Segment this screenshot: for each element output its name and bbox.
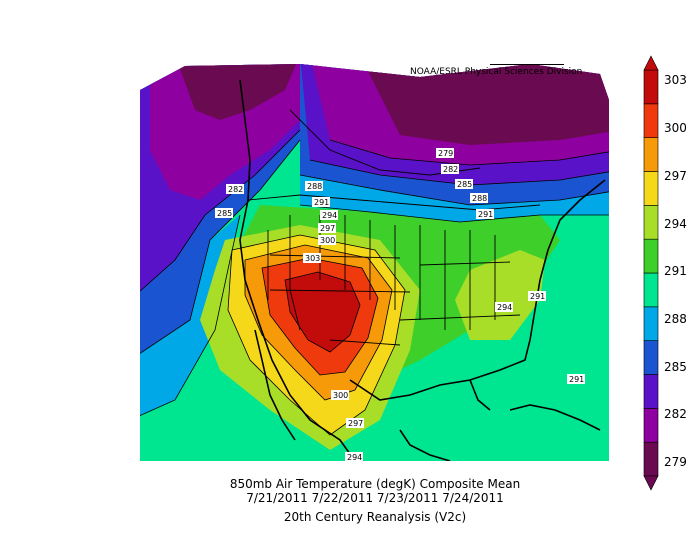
- contour-label: 291: [476, 209, 494, 219]
- contour-label: 285: [215, 208, 233, 218]
- colorbar-segment: [643, 408, 659, 443]
- svg-text:300: 300: [333, 391, 348, 400]
- svg-text:291: 291: [478, 210, 493, 219]
- svg-text:285: 285: [217, 209, 232, 218]
- colorbar-tick-label: 297: [664, 169, 687, 183]
- colorbar: [643, 55, 659, 491]
- north-288-band: [300, 175, 609, 222]
- svg-text:291: 291: [569, 375, 584, 384]
- colorbar-segment: [643, 205, 659, 240]
- contour-label: 300: [331, 390, 349, 400]
- colorbar-tick-label: 291: [664, 264, 687, 278]
- contour-label: 282: [441, 164, 459, 174]
- colorbar-tick-label: 285: [664, 360, 687, 374]
- colorbar-segment: [643, 272, 659, 308]
- colorbar-segment: [643, 171, 659, 206]
- svg-text:297: 297: [348, 419, 363, 428]
- svg-text:297: 297: [320, 224, 335, 233]
- svg-text:294: 294: [347, 453, 362, 462]
- contour-label: 291: [567, 374, 585, 384]
- colorbar-segment: [643, 238, 659, 274]
- colorbar-segment: [643, 441, 659, 477]
- svg-text:294: 294: [322, 211, 337, 220]
- contour-label: 297: [318, 223, 336, 233]
- colorbar-tick-label: 282: [664, 407, 687, 421]
- svg-text:288: 288: [307, 182, 322, 191]
- svg-text:285: 285: [457, 180, 472, 189]
- colorbar-segment: [643, 374, 659, 409]
- contour-label: 300: [318, 235, 336, 245]
- contour-label: 294: [495, 302, 513, 312]
- east-294-region: [455, 250, 545, 340]
- colorbar-tick-label: 288: [664, 312, 687, 326]
- map-title-line-2: 7/21/2011 7/22/2011 7/23/2011 7/24/2011: [246, 491, 504, 505]
- colorbar-tick-label: 294: [664, 217, 687, 231]
- coastlines: [239, 79, 606, 461]
- contour-labels: 279 282 285 288 291 282 285 288 291 294 …: [215, 148, 585, 462]
- colorbar-tick-label: 303: [664, 73, 687, 87]
- credit-text: NOAA/ESRL Physical Sciences Division: [410, 67, 583, 77]
- map-title-line-3: 20th Century Reanalysis (V2c): [283, 510, 467, 524]
- svg-text:294: 294: [497, 303, 512, 312]
- contour-label: 291: [528, 291, 546, 301]
- contour-label: 291: [312, 197, 330, 207]
- contour-276-region: [175, 64, 300, 120]
- contour-label: 282: [226, 184, 244, 194]
- colorbar-segment: [643, 340, 659, 375]
- colorbar-segment: [643, 103, 659, 138]
- svg-text:291: 291: [314, 198, 329, 207]
- svg-text:303: 303: [305, 254, 320, 263]
- contour-label: 288: [470, 193, 488, 203]
- contour-306-region: [285, 272, 360, 352]
- contour-label: 303: [303, 253, 321, 263]
- colorbar-segment: [643, 69, 659, 105]
- svg-text:300: 300: [320, 236, 335, 245]
- contour-label: 294: [320, 210, 338, 220]
- contour-label: 288: [305, 181, 323, 191]
- svg-text:282: 282: [443, 165, 458, 174]
- svg-text:288: 288: [472, 194, 487, 203]
- colorbar-min-arrow: [643, 475, 659, 491]
- svg-text:279: 279: [438, 149, 453, 158]
- svg-text:282: 282: [228, 185, 243, 194]
- colorbar-max-arrow: [643, 55, 659, 71]
- colorbar-tick-label: 300: [664, 121, 687, 135]
- contour-label: 294: [345, 452, 363, 462]
- colorbar-tick-label: 279: [664, 455, 687, 469]
- contour-288-band: [140, 215, 240, 420]
- colorbar-segment: [643, 306, 659, 341]
- credit-rule: [490, 64, 564, 65]
- svg-text:291: 291: [530, 292, 545, 301]
- contour-label: 279: [436, 148, 454, 158]
- map-field: [140, 64, 609, 461]
- colorbar-segment: [643, 137, 659, 172]
- contour-label: 285: [455, 179, 473, 189]
- contour-label: 297: [346, 418, 364, 428]
- north-276-region: [360, 64, 609, 145]
- map-title-line-1: 850mb Air Temperature (degK) Composite M…: [229, 477, 521, 491]
